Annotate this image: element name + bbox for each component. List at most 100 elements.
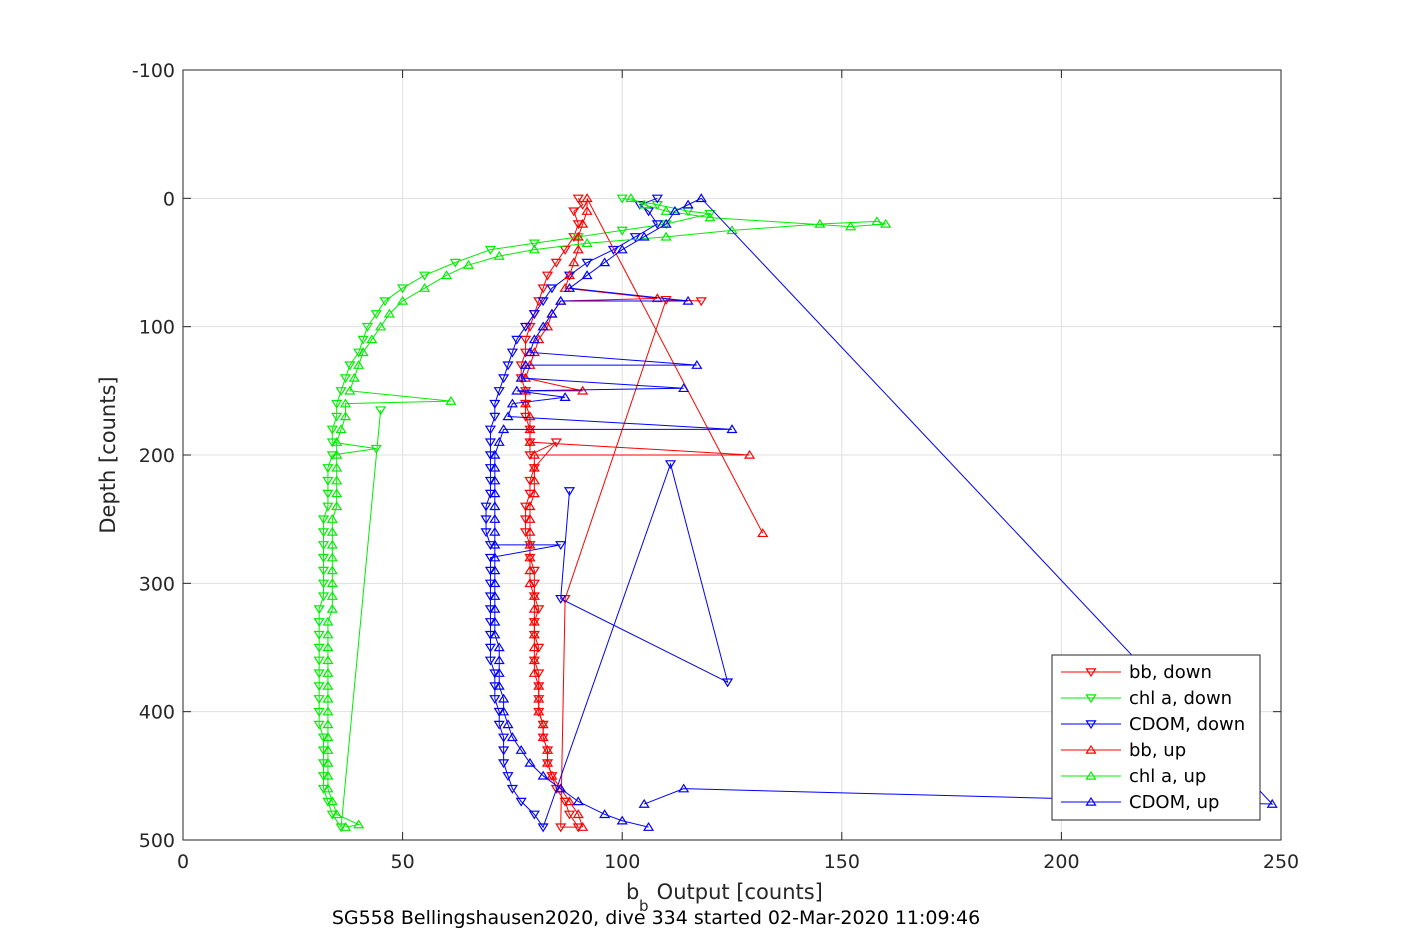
data-point <box>489 578 501 588</box>
data-point <box>326 603 338 613</box>
data-point <box>528 475 540 485</box>
data-point <box>695 193 707 203</box>
data-point <box>524 411 536 421</box>
data-point <box>326 578 338 588</box>
data-point <box>506 732 518 742</box>
data-point <box>555 541 567 551</box>
data-point <box>519 359 532 369</box>
data-point <box>757 528 769 538</box>
x-axis-label-subscript: b <box>639 897 649 915</box>
data-point <box>366 334 378 344</box>
series-cdom-up <box>489 193 1278 831</box>
data-point <box>440 270 453 280</box>
data-point <box>353 359 365 369</box>
data-point <box>660 295 672 305</box>
data-point <box>555 594 567 604</box>
legend-label: bb, up <box>1129 740 1186 761</box>
data-point <box>581 238 593 247</box>
data-point <box>322 783 334 793</box>
data-point <box>489 513 501 523</box>
data-point <box>537 732 549 742</box>
series-line <box>524 198 764 828</box>
data-point <box>498 693 510 703</box>
x-axis-label-main: b <box>626 880 639 904</box>
legend: bb, down chl a, down CDOM, down bb, up chl a… <box>1051 654 1261 821</box>
data-point <box>524 513 536 523</box>
data-point <box>524 347 536 357</box>
data-point <box>489 590 501 600</box>
data-point <box>322 616 334 626</box>
data-point <box>322 642 334 652</box>
data-point <box>638 231 650 241</box>
series-bb-up <box>519 193 769 831</box>
data-point <box>625 193 637 203</box>
data-point <box>493 655 505 665</box>
data-point <box>498 374 510 384</box>
data-point <box>599 257 611 267</box>
data-point <box>563 796 576 806</box>
legend-label: chl a, up <box>1129 766 1206 787</box>
data-point <box>528 629 540 639</box>
data-point <box>528 239 540 249</box>
data-point <box>313 643 325 653</box>
data-point <box>489 695 501 705</box>
legend-marker <box>1085 694 1097 704</box>
data-point <box>506 784 518 794</box>
data-point <box>1266 798 1278 808</box>
data-point <box>572 231 584 241</box>
legend-item: chl a, down <box>1061 688 1232 709</box>
data-point <box>361 322 374 332</box>
data-point <box>493 720 505 730</box>
data-point <box>528 590 540 600</box>
data-point <box>493 667 505 677</box>
data-point <box>682 199 694 209</box>
data-point <box>317 566 330 576</box>
data-point <box>489 462 501 472</box>
data-point <box>348 372 360 382</box>
data-point <box>563 270 576 280</box>
data-point <box>313 695 325 705</box>
data-point <box>528 334 540 344</box>
data-point <box>638 199 650 209</box>
data-point <box>581 270 593 280</box>
data-point <box>519 335 532 345</box>
data-point <box>660 231 672 241</box>
data-point <box>669 205 681 215</box>
data-point <box>313 682 325 692</box>
data-point <box>660 218 672 228</box>
data-point <box>559 392 571 401</box>
data-point <box>528 488 540 498</box>
data-point <box>682 295 694 305</box>
x-axis-label-rest: Output [counts] <box>650 880 823 904</box>
data-point <box>322 667 334 677</box>
data-point <box>489 475 501 485</box>
legend-item: bb, up <box>1061 740 1186 761</box>
data-point <box>528 655 540 665</box>
data-point <box>616 815 628 825</box>
data-point <box>502 411 514 421</box>
data-point <box>616 244 628 254</box>
data-point <box>331 501 343 511</box>
data-point <box>519 398 532 408</box>
data-point <box>489 629 501 639</box>
data-point <box>660 205 672 215</box>
data-point <box>528 667 540 677</box>
data-point <box>493 250 505 260</box>
data-point <box>528 449 540 459</box>
data-point <box>572 244 584 254</box>
data-point <box>599 809 611 819</box>
data-point <box>445 395 457 405</box>
data-point <box>607 245 619 255</box>
data-point <box>524 526 536 536</box>
data-point <box>326 590 338 600</box>
data-point <box>489 412 501 422</box>
data-point <box>524 565 536 575</box>
data-point <box>331 809 343 819</box>
data-point <box>704 212 716 222</box>
data-point <box>418 271 431 281</box>
data-point <box>537 719 549 729</box>
data-point <box>344 361 356 371</box>
data-point <box>313 720 325 730</box>
data-point <box>489 565 501 575</box>
data-point <box>563 487 576 497</box>
